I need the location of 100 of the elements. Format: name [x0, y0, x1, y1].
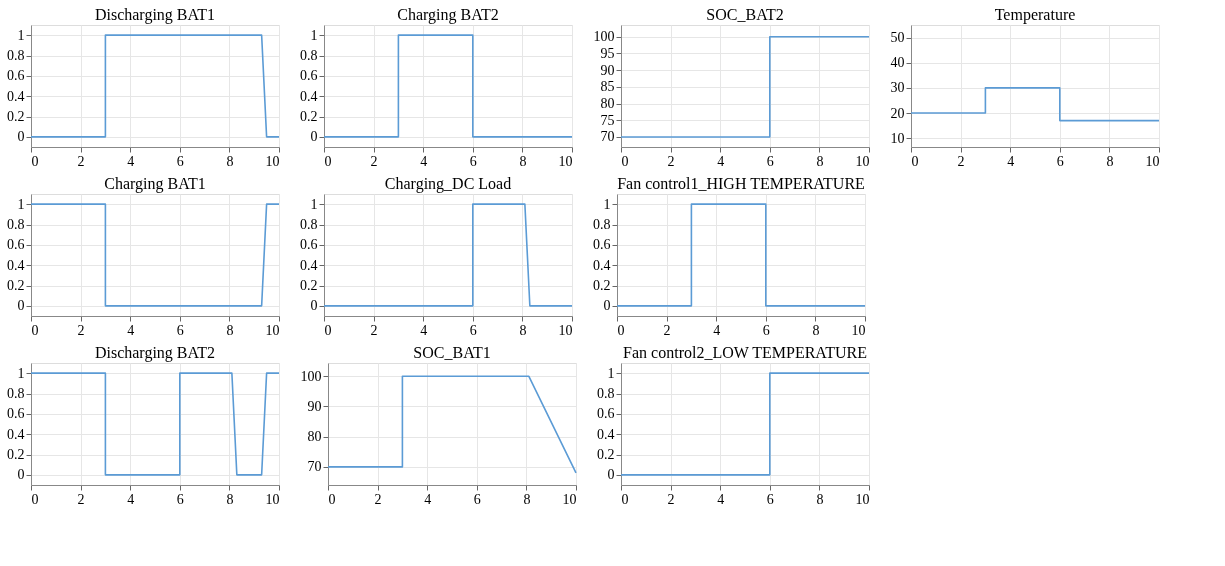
y-tick-label: 1	[310, 196, 318, 212]
y-tick-label: 0	[17, 467, 25, 483]
y-tick-label: 0.4	[593, 257, 611, 273]
y-tick-label: 0.8	[597, 386, 615, 401]
x-tick-label: 2	[77, 153, 85, 169]
y-tick-label: 0.2	[300, 109, 318, 124]
x-tick-label: 2	[663, 322, 671, 338]
x-tick-label: 4	[717, 491, 725, 507]
y-tick-label: 1	[603, 196, 611, 212]
x-tick-label: 6	[469, 322, 477, 338]
y-tick-label: 0.2	[7, 278, 25, 293]
x-tick-label: 8	[816, 153, 824, 169]
y-tick-label: 0.6	[7, 406, 25, 422]
x-tick-label: 10	[558, 322, 573, 338]
y-tick-label: 90	[307, 398, 322, 414]
y-tick-label: 20	[890, 105, 905, 121]
x-tick-label: 10	[558, 153, 573, 169]
y-tick-label: 0.2	[7, 447, 25, 462]
y-tick-label: 0.4	[597, 426, 615, 442]
x-tick-label: 6	[176, 491, 184, 507]
x-tick-label: 0	[621, 153, 629, 169]
y-tick-label: 0.8	[300, 48, 318, 63]
x-tick-label: 10	[265, 322, 280, 338]
x-tick-label: 8	[812, 322, 820, 338]
y-tick-label: 0.4	[7, 257, 25, 273]
y-tick-label: 85	[600, 79, 615, 95]
y-tick-label: 0.2	[597, 447, 615, 462]
chart-title: Discharging BAT2	[94, 344, 216, 362]
x-tick-label: 0	[31, 153, 39, 169]
y-tick-label: 0	[17, 129, 25, 145]
x-tick-label: 6	[766, 491, 774, 507]
y-tick-label: 10	[890, 130, 905, 146]
x-tick-label: 10	[1145, 153, 1160, 169]
x-tick-label: 4	[713, 322, 721, 338]
chart-title: Fan control2_LOW TEMPERATURE	[623, 344, 867, 361]
x-tick-label: 4	[127, 153, 135, 169]
x-tick-label: 6	[762, 322, 770, 338]
x-tick-label: 8	[519, 153, 527, 169]
y-tick-label: 0.6	[7, 237, 25, 253]
chart-title: Charging BAT2	[397, 6, 499, 24]
y-tick-label: 0.2	[7, 109, 25, 124]
chart-title: SOC_BAT2	[706, 6, 784, 23]
x-tick-label: 6	[766, 153, 774, 169]
x-tick-label: 2	[667, 153, 675, 169]
y-tick-label: 0	[603, 298, 611, 314]
y-tick-label: 1	[17, 365, 25, 381]
y-tick-label: 1	[607, 365, 615, 381]
y-tick-label: 30	[890, 80, 905, 96]
y-tick-label: 0.8	[7, 386, 25, 401]
y-tick-label: 80	[307, 429, 322, 445]
y-tick-label: 0.4	[7, 88, 25, 104]
x-tick-label: 0	[31, 491, 39, 507]
y-tick-label: 0.2	[593, 278, 611, 293]
y-tick-label: 0	[310, 129, 318, 145]
x-tick-label: 10	[265, 491, 280, 507]
x-tick-label: 0	[324, 322, 332, 338]
x-tick-label: 0	[911, 153, 919, 169]
y-tick-label: 100	[593, 29, 615, 45]
chart-title: Discharging BAT1	[94, 6, 216, 24]
x-tick-label: 8	[226, 153, 234, 169]
x-tick-label: 6	[469, 153, 477, 169]
x-tick-label: 8	[519, 322, 527, 338]
y-tick-label: 90	[600, 62, 615, 78]
x-tick-label: 2	[667, 491, 675, 507]
x-tick-label: 4	[127, 491, 135, 507]
y-tick-label: 0.8	[593, 217, 611, 232]
y-tick-label: 40	[890, 55, 905, 71]
y-tick-label: 0.4	[300, 257, 318, 273]
x-tick-label: 6	[176, 322, 184, 338]
y-tick-label: 0.6	[300, 68, 318, 84]
y-tick-label: 75	[600, 112, 615, 128]
y-tick-label: 0.4	[300, 88, 318, 104]
y-tick-label: 0.8	[7, 217, 25, 232]
x-tick-label: 4	[127, 322, 135, 338]
x-tick-label: 8	[226, 491, 234, 507]
chart-title: Charging_DC Load	[384, 175, 512, 193]
x-tick-label: 8	[523, 491, 531, 507]
y-tick-label: 0.6	[593, 237, 611, 253]
x-tick-label: 10	[265, 153, 280, 169]
x-tick-label: 2	[77, 491, 85, 507]
y-tick-label: 80	[600, 96, 615, 112]
y-tick-label: 0.6	[300, 237, 318, 253]
y-tick-label: 0	[310, 298, 318, 314]
chart-title: Fan control1_HIGH TEMPERATURE	[617, 175, 865, 192]
x-tick-label: 2	[957, 153, 965, 169]
x-tick-label: 10	[851, 322, 866, 338]
y-tick-label: 0.6	[7, 68, 25, 84]
y-tick-label: 0.4	[7, 426, 25, 442]
x-tick-label: 6	[1056, 153, 1064, 169]
x-tick-label: 0	[31, 322, 39, 338]
y-tick-label: 1	[310, 27, 318, 43]
x-tick-label: 2	[77, 322, 85, 338]
x-tick-label: 8	[1106, 153, 1114, 169]
x-tick-label: 4	[717, 153, 725, 169]
x-tick-label: 4	[1007, 153, 1015, 169]
x-tick-label: 0	[324, 153, 332, 169]
y-tick-label: 0.8	[7, 48, 25, 63]
y-tick-label: 0.8	[300, 217, 318, 232]
y-tick-label: 70	[307, 459, 322, 475]
x-tick-label: 8	[816, 491, 824, 507]
